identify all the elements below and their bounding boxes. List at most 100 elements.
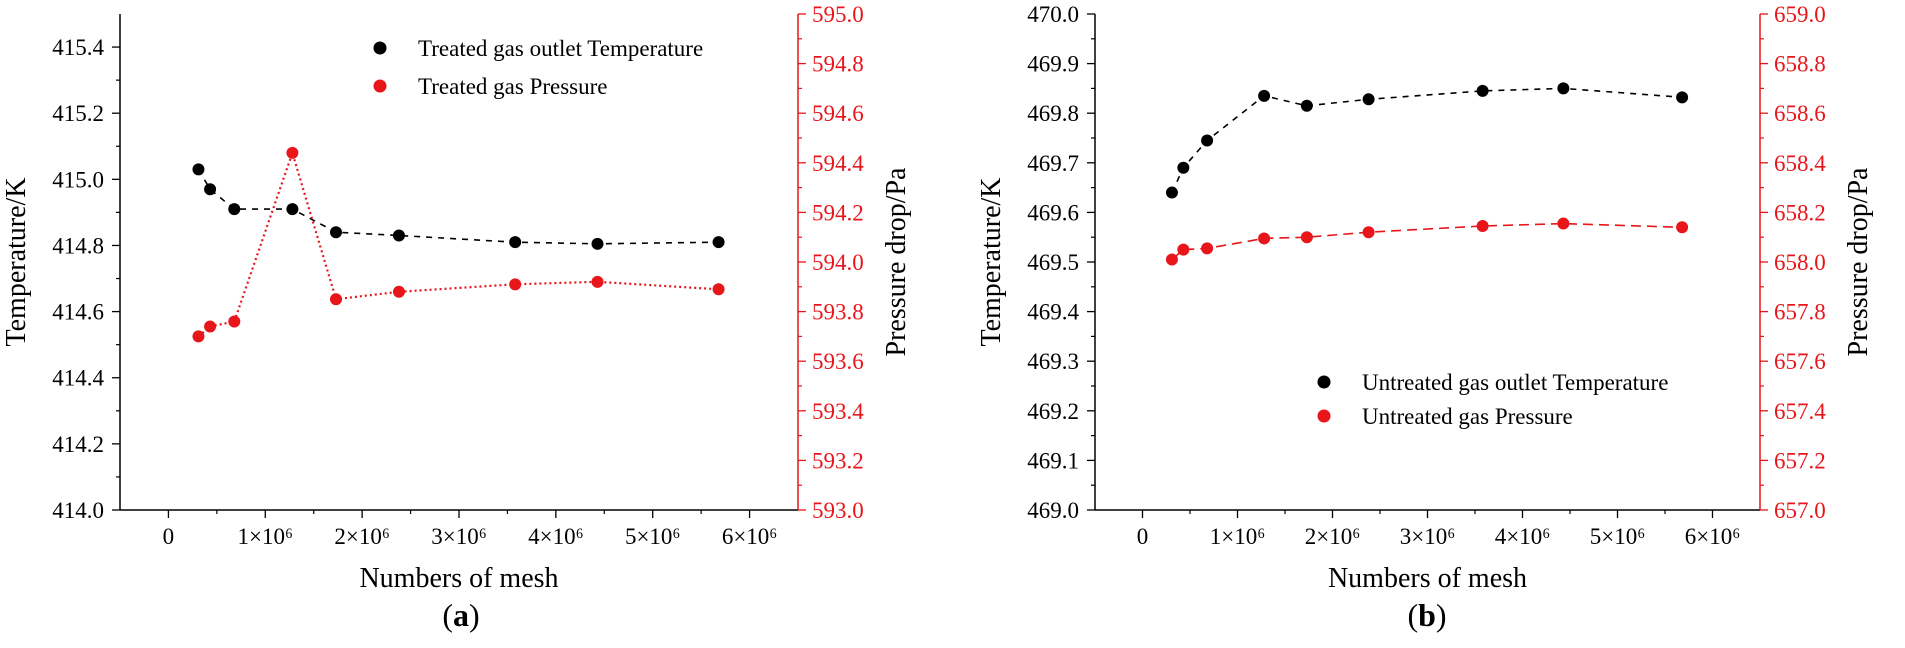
- pressure-point: [1676, 221, 1689, 234]
- temperature-point: [392, 229, 405, 242]
- y-tick-label: 415.0: [52, 167, 104, 192]
- y2-tick-label: 659.0: [1774, 2, 1826, 27]
- x-tick-label: 1×10⁶: [1210, 524, 1266, 549]
- y-tick-label: 469.0: [1027, 498, 1079, 523]
- pressure-point: [1362, 226, 1375, 239]
- temperature-point: [591, 237, 604, 250]
- x-axis-title: Numbers of mesh: [1328, 563, 1527, 594]
- x-tick-label: 2×10⁶: [334, 524, 390, 549]
- y-tick-label: 414.4: [52, 366, 104, 391]
- pressure-point: [1557, 217, 1570, 230]
- series-line-pressure: [197, 149, 719, 338]
- pressure-point: [1476, 220, 1489, 233]
- pressure-point: [204, 320, 217, 333]
- pressure-point: [1258, 232, 1271, 245]
- y2-tick-label: 594.8: [812, 52, 864, 77]
- x-tick-label: 3×10⁶: [1400, 524, 1456, 549]
- y-tick-label: 469.7: [1027, 151, 1079, 176]
- y-tick-label: 415.4: [52, 35, 104, 60]
- y2-tick-label: 658.6: [1774, 101, 1826, 126]
- y2-tick-label: 593.2: [812, 448, 864, 473]
- series-line-pressure: [1171, 222, 1683, 261]
- y-tick-label: 414.0: [52, 498, 104, 523]
- temperature-point: [329, 226, 342, 239]
- chart-panel-a: 414.0 414.2 414.4 414.6 414.8 415.0 415.2 415.4…: [1, 2, 912, 633]
- y-tick-label: 470.0: [1027, 2, 1079, 27]
- y2-axis-title: Pressure drop/Pa: [1843, 167, 1874, 357]
- temperature-point: [1676, 91, 1689, 104]
- y2-tick-label: 657.2: [1774, 448, 1826, 473]
- y2-axis-title: Pressure drop/Pa: [881, 167, 912, 357]
- y2-tick-label: 657.0: [1774, 498, 1826, 523]
- temperature-point: [1165, 186, 1178, 199]
- x-tick-label: 4×10⁶: [1495, 524, 1551, 549]
- temperature-point: [204, 183, 217, 196]
- y2-tick-label: 657.4: [1774, 399, 1826, 424]
- y-axis-title: Temperature/K: [1, 177, 32, 346]
- pressure-point: [286, 146, 299, 159]
- series-line-temperature: [197, 168, 719, 245]
- pressure-point: [591, 275, 604, 288]
- chart-panel-b: 469.0 469.1 469.2 469.3 469.4 469.5 469.6 469.7…: [976, 2, 1874, 633]
- x-tick-label: 0: [163, 524, 175, 549]
- temperature-point: [192, 163, 205, 176]
- legend-label: Untreated gas Pressure: [1362, 404, 1573, 429]
- y-tick-label: 469.5: [1027, 250, 1079, 275]
- pressure-point: [329, 293, 342, 306]
- y-tick-label: 469.2: [1027, 399, 1079, 424]
- panel-label: (a): [442, 597, 479, 633]
- temperature-point: [1476, 84, 1489, 97]
- x-axis-title: Numbers of mesh: [359, 563, 558, 594]
- series-line-temperature: [1171, 87, 1683, 193]
- y2-tick-label: 658.0: [1774, 250, 1826, 275]
- legend-marker: [373, 41, 387, 55]
- y-tick-label: 469.3: [1027, 349, 1079, 374]
- y-tick-label: 469.6: [1027, 200, 1079, 225]
- y2-tick-label: 593.6: [812, 349, 864, 374]
- y2-tick-label: 657.6: [1774, 349, 1826, 374]
- temperature-point: [1177, 161, 1190, 174]
- y-tick-label: 469.4: [1027, 300, 1079, 325]
- y2-tick-label: 658.8: [1774, 52, 1826, 77]
- legend-marker: [1317, 409, 1331, 423]
- x-tick-label: 2×10⁶: [1305, 524, 1361, 549]
- legend-marker: [373, 79, 387, 93]
- y-tick-label: 469.8: [1027, 101, 1079, 126]
- y-tick-label: 414.2: [52, 432, 104, 457]
- y-tick-label: 469.9: [1027, 52, 1079, 77]
- temperature-point: [712, 236, 725, 249]
- temperature-point: [228, 203, 241, 216]
- y-tick-label: 415.2: [52, 101, 104, 126]
- x-tick-label: 1×10⁶: [238, 524, 294, 549]
- y-tick-label: 414.8: [52, 233, 104, 258]
- y2-tick-label: 593.4: [812, 399, 864, 424]
- temperature-point: [509, 236, 522, 249]
- pressure-point: [509, 278, 522, 291]
- pressure-point: [1165, 253, 1178, 266]
- y-axis-title: Temperature/K: [976, 177, 1007, 346]
- pressure-point: [228, 315, 241, 328]
- y2-tick-label: 594.2: [812, 200, 864, 225]
- y2-tick-label: 594.4: [812, 151, 864, 176]
- pressure-point: [1300, 231, 1313, 244]
- temperature-point: [1300, 99, 1313, 112]
- x-tick-label: 5×10⁶: [1590, 524, 1646, 549]
- pressure-point: [1177, 243, 1190, 256]
- legend-label: Untreated gas outlet Temperature: [1362, 370, 1668, 395]
- temperature-point: [286, 203, 299, 216]
- x-tick-label: 6×10⁶: [722, 524, 778, 549]
- pressure-point: [392, 285, 405, 298]
- x-tick-label: 6×10⁶: [1685, 524, 1741, 549]
- y2-tick-label: 658.4: [1774, 151, 1826, 176]
- x-tick-label: 0: [1137, 524, 1149, 549]
- y2-tick-label: 594.0: [812, 250, 864, 275]
- y2-tick-label: 593.0: [812, 498, 864, 523]
- panel-label: (b): [1407, 597, 1446, 633]
- y-tick-label: 414.6: [52, 300, 104, 325]
- pressure-point: [1201, 242, 1214, 255]
- legend-marker: [1317, 375, 1331, 389]
- x-tick-label: 3×10⁶: [431, 524, 487, 549]
- legend-label: Treated gas Pressure: [418, 74, 608, 99]
- legend-label: Treated gas outlet Temperature: [418, 36, 703, 61]
